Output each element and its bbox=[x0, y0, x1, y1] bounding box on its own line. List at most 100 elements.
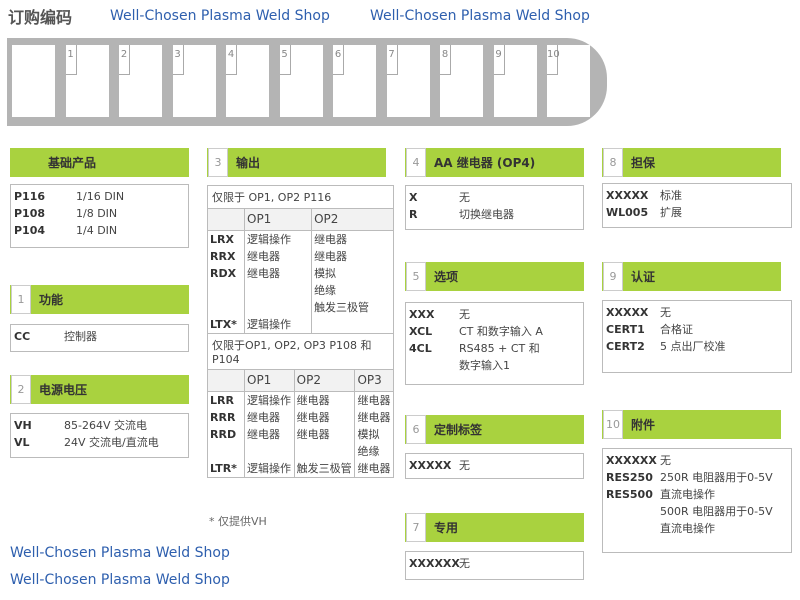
watermark: Well-Chosen Plasma Weld Shop bbox=[370, 8, 590, 24]
section-title: 电源电压 bbox=[39, 383, 88, 397]
op2-values: 继电器 继电器 继电器 触发三极管 bbox=[293, 391, 355, 477]
code-slot: 3 bbox=[172, 45, 216, 117]
section-title: AA 继电器 (OP4) bbox=[434, 156, 536, 170]
section-title: 输出 bbox=[236, 156, 261, 170]
option-row: XXXXX 标准 bbox=[606, 187, 788, 204]
option-row: CC 控制器 bbox=[14, 328, 185, 345]
section-header-s9: 9 认证 bbox=[602, 262, 781, 291]
section-header-s1: 1 功能 bbox=[10, 285, 189, 314]
section-number: 8 bbox=[603, 148, 623, 177]
option-description: 无 bbox=[459, 459, 470, 472]
section-header-s4: 4 AA 继电器 (OP4) bbox=[405, 148, 584, 177]
option-code: VL bbox=[14, 436, 30, 449]
option-row: RES250 250R 电阻器用于0-5V bbox=[606, 469, 788, 486]
section-options-s2: VH 85-264V 交流电 VL 24V 交流电/直流电 bbox=[10, 413, 189, 458]
section-options-s9: XXXXX 无 CERT1 合格证 CERT2 5 点出厂校准 bbox=[602, 300, 792, 373]
code-slot: 10 bbox=[547, 45, 590, 117]
section-number: 1 bbox=[11, 285, 31, 314]
code-slot bbox=[12, 45, 55, 117]
option-description: RS485 + CT 和 数字输入1 bbox=[459, 342, 540, 372]
output-note-2: 仅限于OP1, OP2, OP3 P108 和 P104 bbox=[208, 333, 393, 370]
option-code: WL005 bbox=[606, 206, 649, 219]
option-description: 5 点出厂校准 bbox=[660, 340, 726, 353]
order-code-bar: 1 2 3 4 5 6 7 8 9 10 bbox=[7, 38, 607, 126]
section-title: 附件 bbox=[631, 418, 656, 432]
footnote: * 仅提供VH bbox=[209, 515, 267, 528]
slot-number: 8 bbox=[440, 45, 451, 75]
option-description: 1/8 DIN bbox=[76, 207, 118, 220]
code-slot: 8 bbox=[440, 45, 483, 117]
section-title: 认证 bbox=[631, 270, 656, 284]
section-number: 4 bbox=[406, 148, 426, 177]
col-op3: OP3 bbox=[354, 370, 393, 392]
section-title: 选项 bbox=[434, 270, 459, 284]
slot-number: 4 bbox=[226, 45, 237, 75]
option-description: 控制器 bbox=[64, 330, 97, 343]
col-op2: OP2 bbox=[311, 209, 393, 231]
section-options-s10: XXXXXX 无 RES250 250R 电阻器用于0-5V RES500 直流电操作 50… bbox=[602, 448, 792, 553]
option-description: 1/4 DIN bbox=[76, 224, 118, 237]
section-number: 10 bbox=[603, 410, 623, 439]
code-slot: 5 bbox=[279, 45, 323, 117]
col-op2: OP2 bbox=[293, 370, 355, 392]
section-options-s6: XXXXX 无 bbox=[405, 453, 584, 479]
option-description: 标准 bbox=[660, 189, 682, 202]
option-description: 直流电操作 bbox=[660, 488, 715, 501]
section-title: 功能 bbox=[39, 293, 64, 307]
col-op1: OP1 bbox=[243, 209, 312, 231]
option-code bbox=[606, 503, 660, 520]
option-code: XXXXXX bbox=[409, 557, 460, 570]
option-code: XXXXX bbox=[606, 189, 649, 202]
option-code: X bbox=[409, 191, 418, 204]
section-options-s7: XXXXXX 无 bbox=[405, 551, 584, 580]
option-row: P104 1/4 DIN bbox=[14, 222, 185, 239]
option-description: 24V 交流电/直流电 bbox=[64, 436, 159, 449]
watermark: Well-Chosen Plasma Weld Shop bbox=[10, 545, 230, 561]
slot-number: 9 bbox=[493, 45, 505, 75]
code-slot: 9 bbox=[493, 45, 537, 117]
section-header-base: 基础产品 bbox=[10, 148, 189, 177]
option-description: 扩展 bbox=[660, 206, 682, 219]
section-number: 9 bbox=[603, 262, 623, 291]
codes: LRR RRR RRD LTR* bbox=[210, 394, 237, 475]
section-header-s10: 10 附件 bbox=[602, 410, 781, 439]
option-code: VH bbox=[14, 419, 32, 432]
option-description: 250R 电阻器用于0-5V bbox=[660, 471, 773, 484]
section-number: 2 bbox=[11, 375, 31, 404]
section-number: 5 bbox=[406, 262, 426, 291]
option-code: R bbox=[409, 208, 418, 221]
option-description: 直流电操作 bbox=[660, 522, 715, 535]
option-description: 无 bbox=[459, 191, 470, 204]
option-row: XCL CT 和数字输入 A bbox=[409, 323, 580, 340]
slot-number: 1 bbox=[65, 45, 77, 75]
output-note-1: 仅限于 OP1, OP2 P116 bbox=[208, 186, 393, 209]
option-code: XXXXXX bbox=[606, 454, 657, 467]
slot-number: 3 bbox=[172, 45, 184, 75]
code-slot: 6 bbox=[333, 45, 376, 117]
col-op1: OP1 bbox=[244, 370, 295, 392]
section-number: 3 bbox=[208, 148, 228, 177]
slot-number: 10 bbox=[547, 45, 560, 75]
option-row: VH 85-264V 交流电 bbox=[14, 417, 185, 434]
section-title: 定制标签 bbox=[434, 423, 483, 437]
option-row: 直流电操作 bbox=[606, 520, 788, 537]
section-header-s2: 2 电源电压 bbox=[10, 375, 189, 404]
section-title: 担保 bbox=[631, 156, 656, 170]
slot-number: 5 bbox=[279, 45, 291, 75]
option-description: 无 bbox=[660, 454, 671, 467]
section-options-s5: XXX 无 XCL CT 和数字输入 A 4CL RS485 + CT 和 数字输入1 bbox=[405, 302, 584, 385]
section-header-output: 3 输出 bbox=[207, 148, 386, 177]
section-title: 基础产品 bbox=[48, 156, 97, 170]
option-row: P108 1/8 DIN bbox=[14, 205, 185, 222]
codes: LRX RRX RDX LTX* bbox=[210, 233, 237, 331]
option-row: XXXXX 无 bbox=[606, 304, 788, 321]
option-description: 1/16 DIN bbox=[76, 190, 125, 203]
op1-values: 逻辑操作 继电器 继电器 逻辑操作 bbox=[244, 391, 295, 477]
section-header-s6: 6 定制标签 bbox=[405, 415, 584, 444]
section-options-s4: X 无 R 切换继电器 bbox=[405, 185, 584, 230]
option-row: VL 24V 交流电/直流电 bbox=[14, 434, 185, 451]
watermark: Well-Chosen Plasma Weld Shop bbox=[10, 572, 230, 588]
output-table-p116: 仅限于 OP1, OP2 P116 OP1 OP2 LRX RRX RDX LTX… bbox=[207, 185, 394, 478]
option-description: 无 bbox=[459, 557, 470, 570]
